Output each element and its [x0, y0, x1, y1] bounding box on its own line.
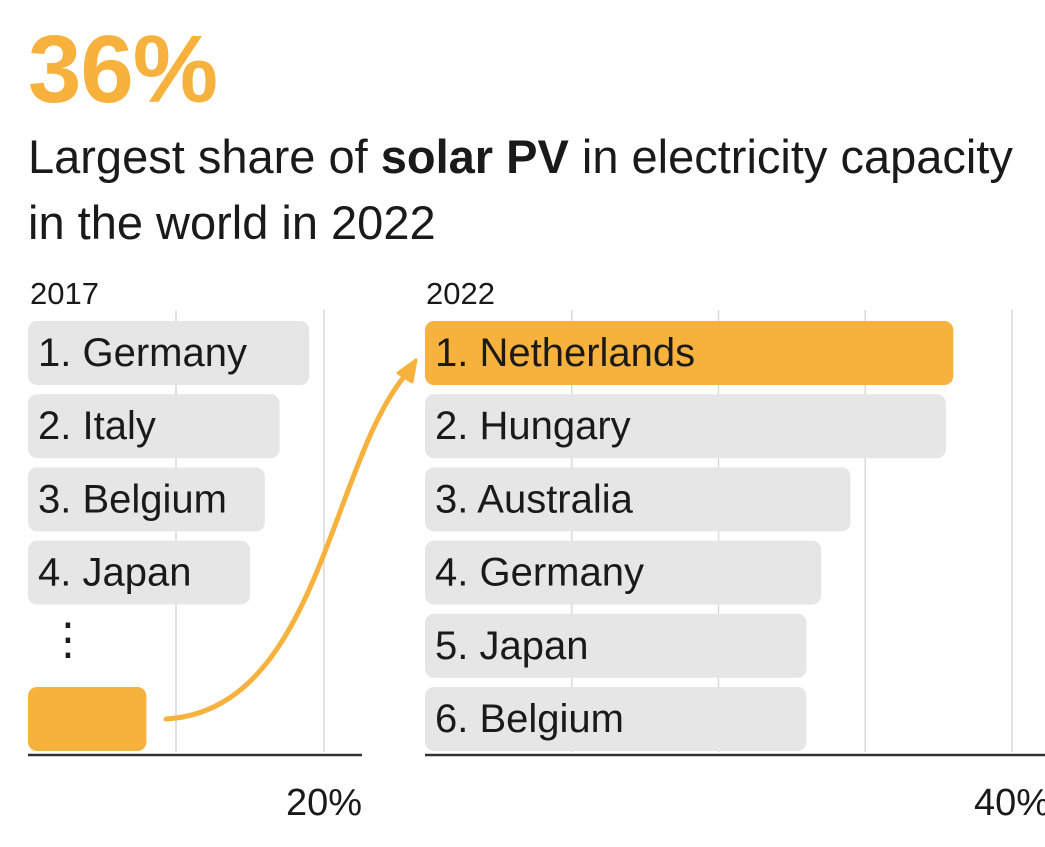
panel-2017-bar	[28, 540, 250, 605]
panel-2022-bar-label: 4. Germany	[435, 551, 644, 595]
connector-arrow	[163, 369, 411, 722]
panel-2022-bar	[425, 613, 807, 678]
panel-2017-bar	[28, 321, 310, 385]
panel-2017-tick-label: 20%	[286, 782, 362, 824]
panel-2022-tick-label: 40%	[974, 782, 1045, 824]
panel-2022-bar-label: 3. Australia	[435, 477, 634, 521]
panel-2022-title: 2022	[426, 276, 495, 311]
panel-2017-bar-label: 3. Belgium	[38, 477, 227, 521]
panel-2017-bar-label: 1. Germany	[38, 331, 247, 375]
panel-2017-bar	[28, 687, 147, 751]
panel-2017-bar-label: 2. Italy	[38, 404, 156, 448]
panel-2022-bar-label: 2. Hungary	[435, 404, 631, 448]
panel-2017-bar-label: 4. Japan	[38, 551, 191, 595]
panel-2022-bar	[425, 687, 807, 751]
panel-2022-bar-label: 1. Netherlands	[435, 331, 695, 375]
panel-2022-bar-label: 5. Japan	[435, 624, 588, 668]
panel-2022-bar	[425, 394, 946, 459]
panel-2017-bar	[28, 394, 280, 459]
panel-2017-bar	[28, 467, 265, 532]
connector-arrow-head	[396, 358, 418, 384]
headline-value: 36%	[28, 16, 218, 123]
panel-2022-bar	[425, 321, 954, 385]
subtitle-part-3: in electricity capacity in the world in …	[28, 130, 1013, 249]
subtitle-part-1: Largest share of	[28, 130, 381, 183]
panel-2017-title: 2017	[30, 276, 99, 311]
panel-2022-bar	[425, 540, 822, 605]
panel-2022-bar-label: 6. Belgium	[435, 697, 624, 741]
panel-2017-gap-marker: ⋮	[46, 615, 90, 664]
chart-subtitle: Largest share of solar PV in electricity…	[28, 124, 1028, 256]
subtitle-emphasis: solar PV	[380, 130, 569, 183]
panel-2022-bar	[425, 467, 851, 532]
